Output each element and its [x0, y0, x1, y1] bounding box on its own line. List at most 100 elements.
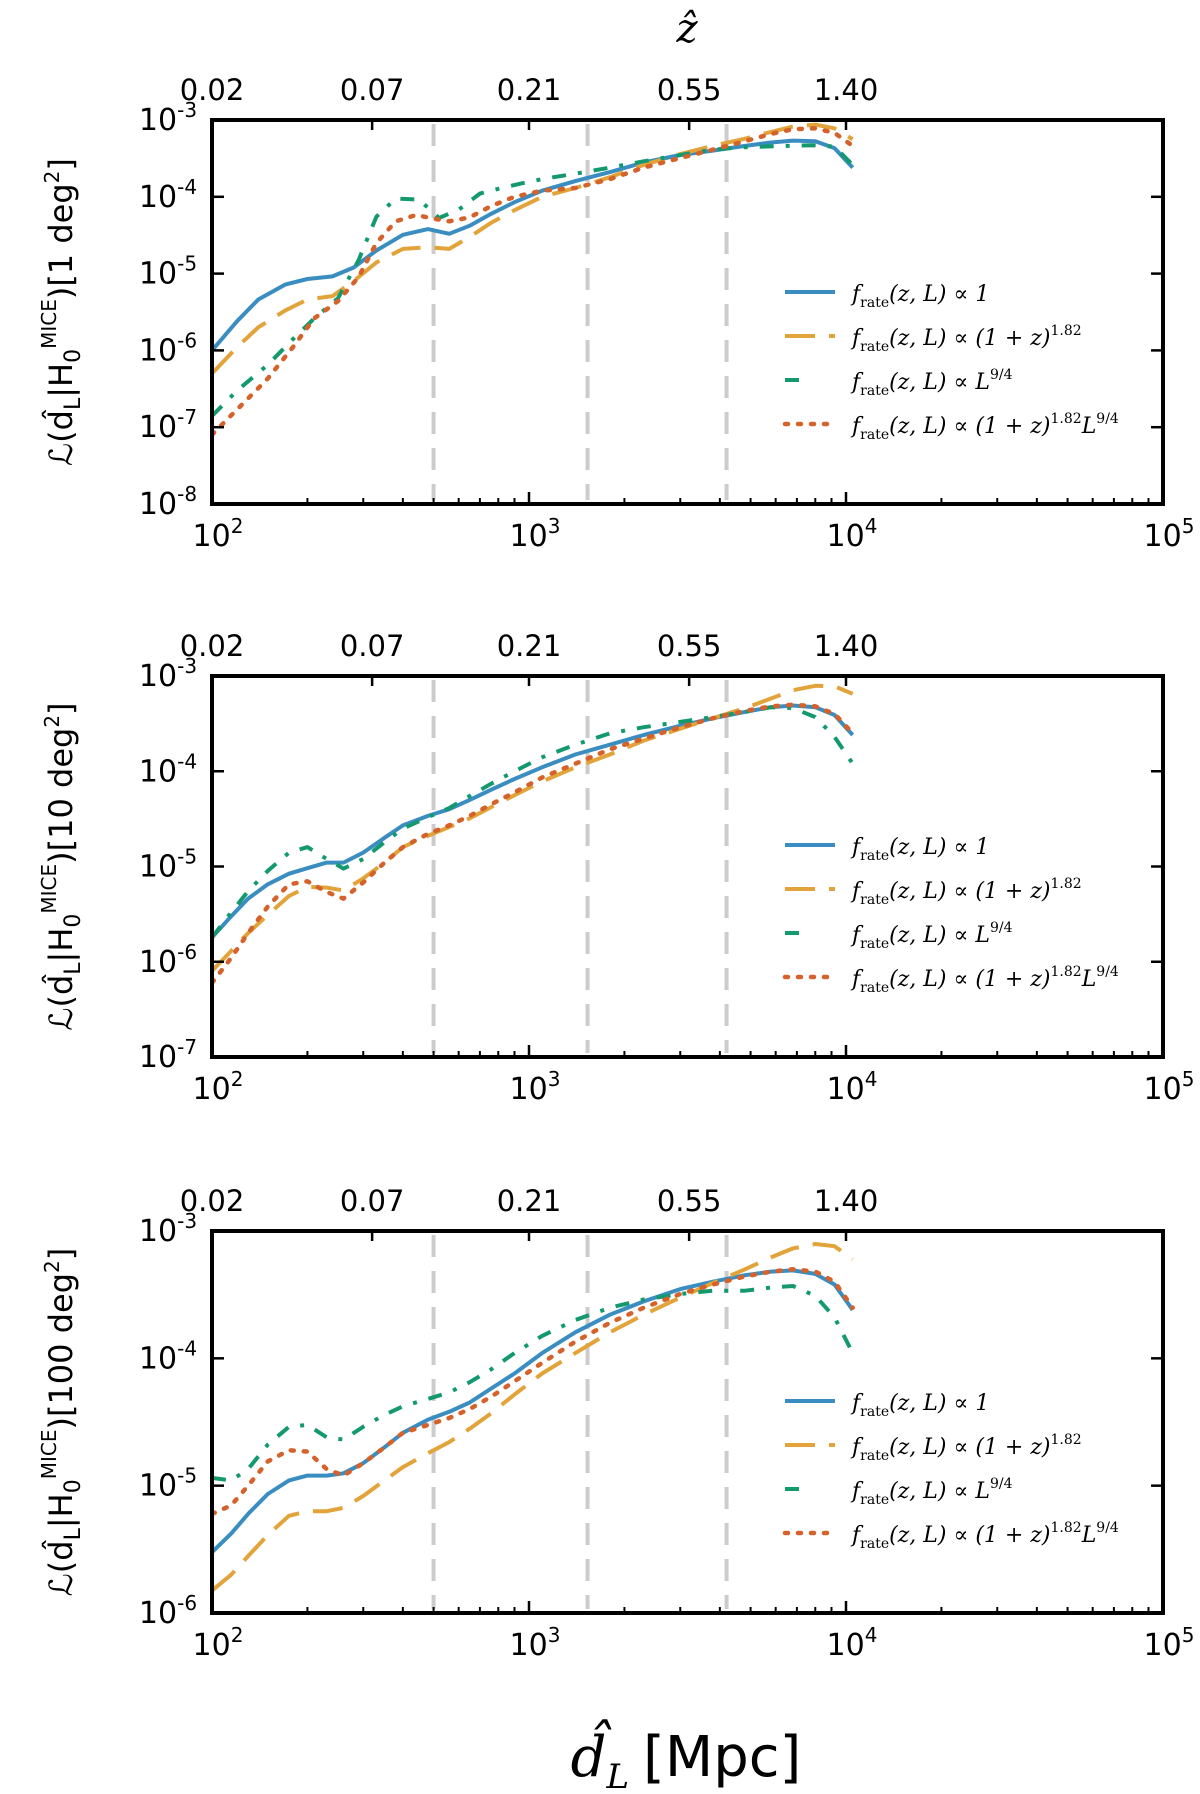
y-axis-label-part: |H: [42, 1493, 80, 1528]
top-tick-label-2: 0.07: [340, 73, 405, 107]
x-axis-label: d̂L [Mpc]: [571, 1718, 802, 1794]
legend-rest: (z, L) ∝ 1: [889, 1391, 989, 1416]
y-tick-label-6: 10-6: [139, 940, 197, 980]
legend-sub: rate: [860, 848, 889, 864]
series-group: [212, 1242, 855, 1593]
y-tick-label-3-base: 10: [139, 659, 177, 694]
y-axis-label-part: MICE: [37, 864, 61, 914]
y-tick-label-5-base: 10: [139, 1469, 177, 1504]
y-tick-label-3: 10-3: [139, 654, 197, 694]
y-tick-label-5: 10-5: [139, 845, 197, 885]
legend-sub: rate: [860, 1536, 889, 1552]
legend-rest: (z, L) ∝ 1: [889, 835, 989, 860]
y-tick-label-3-exp: -3: [177, 654, 197, 678]
legend-rest: (z, L) ∝ L: [889, 1479, 990, 1504]
x-tick-label-3-exp: 3: [548, 1623, 561, 1647]
y-axis-label-part: |H: [42, 928, 80, 963]
legend-label-dashdot: frate(z, L) ∝ L9/4: [850, 920, 1013, 952]
legend-rest: (z, L) ∝ (1 + z): [889, 1435, 1050, 1460]
x-tick-label-4-base: 10: [827, 1072, 865, 1107]
x-tick-label-5: 105: [1144, 1623, 1195, 1663]
legend-sup: 1.82: [1051, 876, 1082, 892]
y-axis-label-part: 2: [40, 715, 64, 728]
y-axis-label-part: ℒ(d̂: [42, 409, 80, 466]
legend-sub: rate: [860, 1492, 889, 1508]
y-axis-label-part: |H: [42, 363, 80, 398]
x-axis-label-subscript: L: [605, 1757, 629, 1794]
y-tick-label-3-exp: -3: [177, 1209, 197, 1233]
y-axis-label-part: ℒ(d̂: [42, 1540, 80, 1597]
legend-sup: 1.82: [1051, 1520, 1082, 1536]
series-line-dashed: [212, 683, 854, 973]
x-axis-label-symbol: d̂: [571, 1718, 612, 1790]
top-tick-label-4: 0.55: [657, 629, 722, 663]
x-tick-label-4-exp: 4: [865, 1623, 878, 1647]
y-tick-label-7-base: 10: [139, 1040, 177, 1075]
x-tick-label-5-exp: 5: [1182, 1067, 1195, 1091]
x-tick-label-3: 103: [510, 514, 561, 554]
y-axis-label-part: )[10 deg: [42, 728, 80, 864]
top-axis-symbol: ẑ: [675, 6, 698, 52]
y-tick-label-4-exp: -4: [177, 749, 197, 773]
legend-sup2: 9/4: [1096, 1520, 1119, 1536]
legend-sup: 1.82: [1051, 964, 1082, 980]
top-tick-label-1: 0.02: [180, 1184, 245, 1218]
y-axis-label: ℒ(d̂L|H0MICE)[100 deg2]: [37, 1248, 86, 1596]
legend-label-dashed: frate(z, L) ∝ (1 + z)1.82: [850, 876, 1082, 908]
top-tick-label-2: 0.07: [340, 629, 405, 663]
y-axis-label-part: MICE: [37, 299, 61, 349]
x-tick-label-3-base: 10: [510, 1072, 548, 1107]
top-tick-label-3: 0.21: [497, 73, 562, 107]
y-tick-label-4: 10-4: [139, 1336, 197, 1376]
y-axis-label-part: L: [61, 1527, 86, 1540]
series-line-solid: [212, 1268, 855, 1554]
x-tick-label-5: 105: [1144, 514, 1195, 554]
y-tick-label-5-base: 10: [139, 257, 177, 292]
y-tick-label-6-exp: -6: [177, 940, 197, 964]
legend-label-dashdot: frate(z, L) ∝ L9/4: [850, 1476, 1013, 1508]
x-tick-label-5-exp: 5: [1182, 1623, 1195, 1647]
y-axis-label-part: )[100 deg: [42, 1273, 80, 1430]
top-tick-label-1: 0.02: [180, 73, 245, 107]
x-tick-label-3: 103: [510, 1067, 561, 1107]
y-tick-label-8-base: 10: [139, 487, 177, 522]
y-tick-label-5-exp: -5: [177, 1464, 197, 1488]
y-tick-label-6-base: 10: [139, 333, 177, 368]
y-axis-label-part: 0: [61, 349, 86, 363]
y-tick-label-5-base: 10: [139, 850, 177, 885]
x-axis-label-unit: [Mpc]: [643, 1725, 801, 1790]
x-tick-label-3-exp: 3: [548, 514, 561, 538]
y-axis-label-part: ℒ(d̂: [42, 974, 80, 1031]
legend-rest: (z, L) ∝ (1 + z): [889, 326, 1050, 351]
y-tick-label-4: 10-4: [139, 749, 197, 789]
plot-frame: [210, 1229, 1165, 1615]
legend-sub: rate: [860, 339, 889, 355]
x-tick-label-5-exp: 5: [1182, 514, 1195, 538]
x-tick-label-2: 102: [193, 1623, 244, 1663]
y-tick-label-3-base: 10: [139, 1214, 177, 1249]
plot-frame: [210, 674, 1165, 1059]
y-tick-label-4: 10-4: [139, 175, 197, 215]
y-tick-label-7-exp: -7: [177, 1035, 197, 1059]
y-axis-label-part: ]: [42, 158, 80, 170]
legend-sup: 9/4: [990, 920, 1013, 936]
y-tick-label-8-exp: -8: [177, 482, 197, 506]
x-tick-label-3-base: 10: [510, 1628, 548, 1663]
y-tick-label-7: 10-7: [139, 405, 197, 445]
top-tick-label-4: 0.55: [657, 73, 722, 107]
series-line-dotted: [212, 702, 855, 986]
y-tick-label-4-exp: -4: [177, 1336, 197, 1360]
x-tick-label-2-base: 10: [193, 519, 231, 554]
x-tick-label-5-base: 10: [1144, 519, 1182, 554]
x-tick-label-4-exp: 4: [865, 514, 878, 538]
y-tick-label-6-exp: -6: [177, 328, 197, 352]
legend-label-dashed: frate(z, L) ∝ (1 + z)1.82: [850, 323, 1082, 355]
legend-sub: rate: [860, 1448, 889, 1464]
legend-sup: 1.82: [1051, 323, 1082, 339]
legend-sup: 1.82: [1051, 1432, 1082, 1448]
legend-rest: (z, L) ∝ L: [889, 370, 990, 395]
y-axis-label-part: )[1 deg: [42, 183, 80, 299]
top-tick-label-3: 0.21: [497, 1184, 562, 1218]
